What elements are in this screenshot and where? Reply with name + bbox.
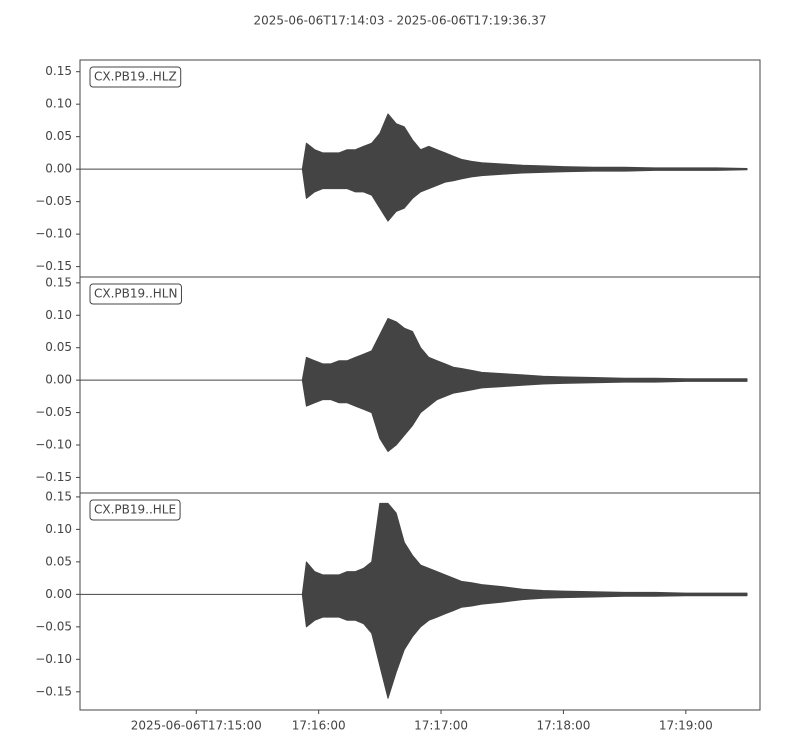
waveform: [79, 113, 748, 222]
y-tick-label: 0.00: [45, 373, 72, 387]
trace-label: CX.PB19..HLZ: [94, 70, 177, 84]
y-tick-label: 0.15: [45, 275, 72, 289]
y-tick-label: 0.10: [45, 97, 72, 111]
y-tick-label: 0.10: [45, 308, 72, 322]
y-tick-label: 0.15: [45, 489, 72, 503]
y-tick-label: 0.05: [45, 340, 72, 354]
waveform: [79, 318, 748, 452]
x-tick-label: 17:18:00: [536, 719, 590, 733]
y-tick-label: −0.10: [35, 438, 72, 452]
plot-frame: [79, 492, 761, 711]
y-tick-label: 0.10: [45, 522, 72, 536]
waveform: [79, 502, 748, 699]
y-tick-label: −0.05: [35, 194, 72, 208]
y-tick-label: −0.15: [35, 470, 72, 484]
y-tick-label: 0.00: [45, 587, 72, 601]
y-tick-label: −0.15: [35, 259, 72, 273]
y-tick-label: 0.00: [45, 162, 72, 176]
x-tick-label: 17:16:00: [292, 719, 346, 733]
trace-label: CX.PB19..HLN: [94, 287, 177, 301]
y-tick-label: 0.05: [45, 554, 72, 568]
y-tick-label: 0.05: [45, 129, 72, 143]
y-tick-label: −0.05: [35, 619, 72, 633]
y-tick-label: −0.10: [35, 227, 72, 241]
x-tick-label: 17:19:00: [659, 719, 713, 733]
x-tick-label: 17:17:00: [414, 719, 468, 733]
x-tick-label: 2025-06-06T17:15:00: [131, 719, 262, 733]
chart-title: 2025-06-06T17:14:03 - 2025-06-06T17:19:3…: [254, 14, 547, 28]
y-tick-label: −0.10: [35, 652, 72, 666]
y-tick-label: −0.15: [35, 684, 72, 698]
trace-label-box: [89, 66, 182, 88]
y-tick-label: −0.05: [35, 405, 72, 419]
trace-label: CX.PB19..HLE: [94, 503, 176, 517]
trace-label-box: [89, 499, 181, 521]
y-tick-label: 0.15: [45, 64, 72, 78]
trace-label-box: [89, 283, 182, 305]
